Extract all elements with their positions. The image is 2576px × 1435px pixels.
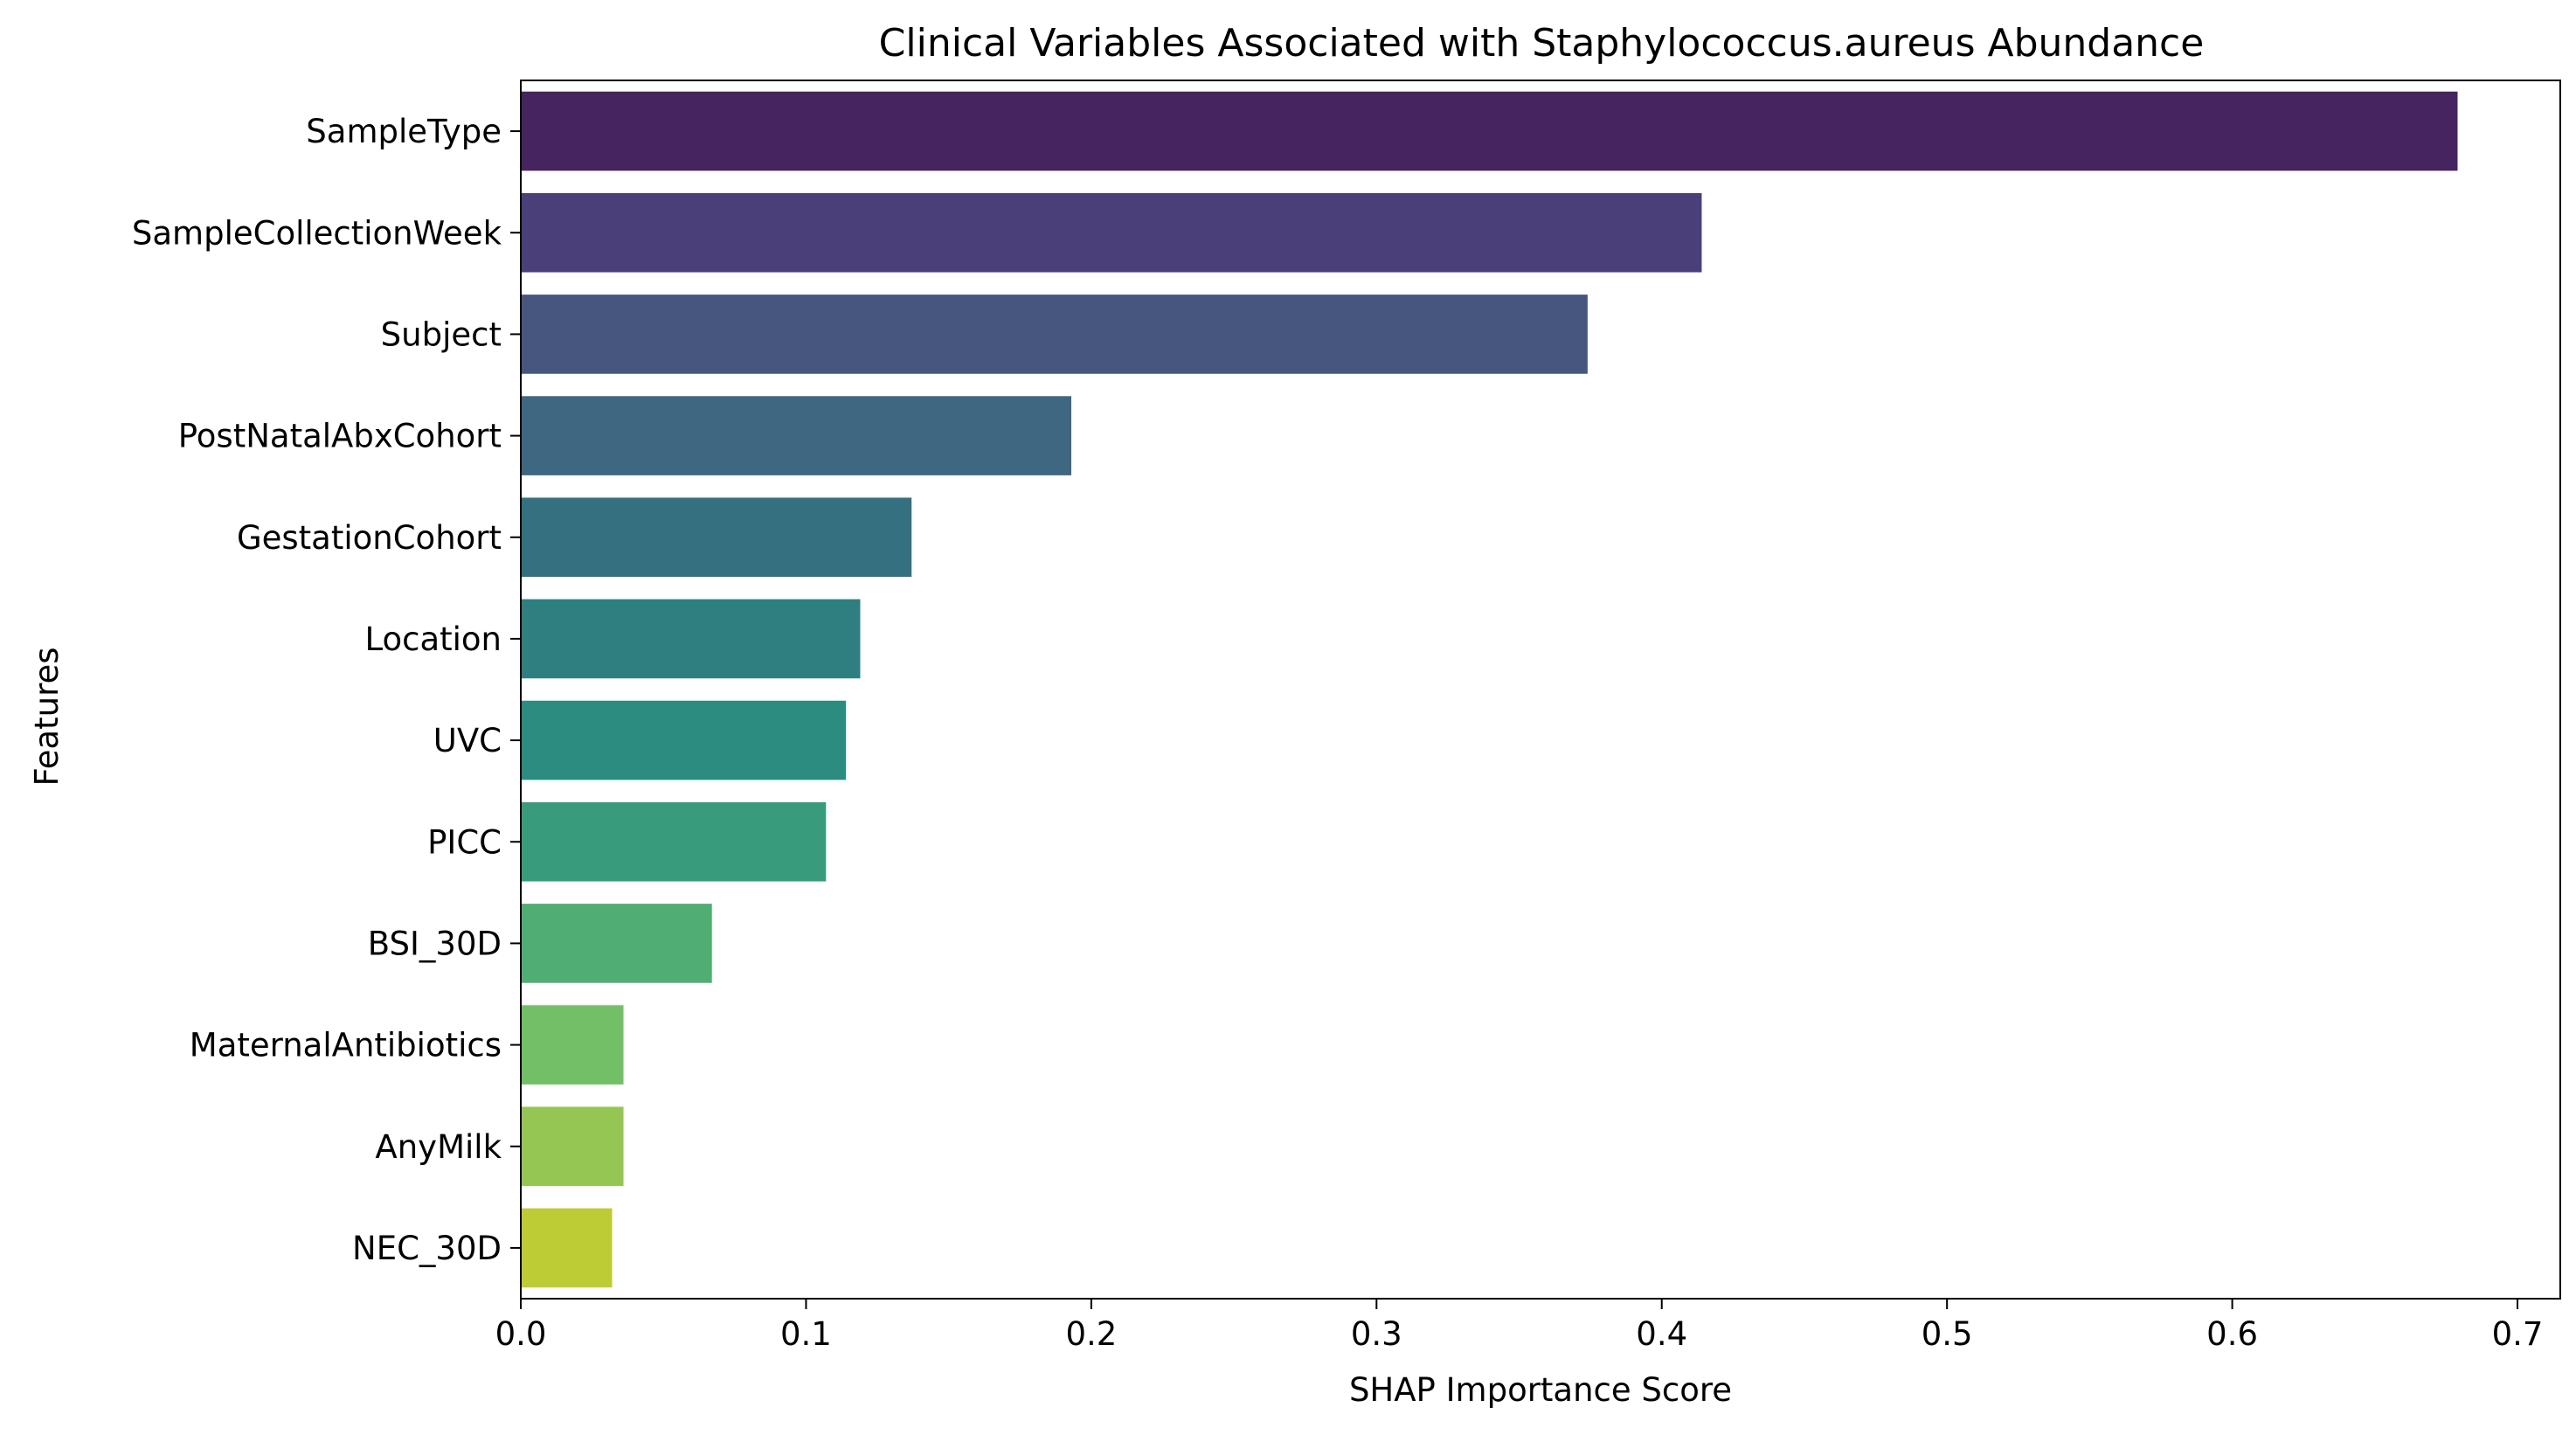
y-tick-label: NEC_30D xyxy=(352,1230,502,1267)
x-tick-label: 0.2 xyxy=(1065,1315,1117,1353)
y-tick-label: PostNatalAbxCohort xyxy=(178,418,502,455)
bar-GestationCohort xyxy=(521,497,912,578)
x-tick-label: 0.5 xyxy=(1922,1315,1973,1353)
bars-group xyxy=(521,91,2458,1288)
plot-frame xyxy=(520,80,2561,1300)
y-tick-label: SampleCollectionWeek xyxy=(132,214,502,252)
y-tick-label: PICC xyxy=(427,823,502,861)
x-tick-label: 0.0 xyxy=(495,1315,547,1353)
x-tick-label: 0.4 xyxy=(1636,1315,1687,1353)
bar-SampleCollectionWeek xyxy=(521,192,1702,273)
bar-PostNatalAbxCohort xyxy=(521,396,1072,475)
bar-PICC xyxy=(521,801,827,882)
y-tick-label: Subject xyxy=(381,315,502,353)
y-axis-label: Features xyxy=(28,647,66,786)
x-tick-label: 0.7 xyxy=(2492,1315,2544,1353)
y-tick-label: UVC xyxy=(433,722,502,759)
bar-BSI_30D xyxy=(521,904,712,983)
x-axis-label: SHAP Importance Score xyxy=(1349,1371,1732,1409)
bar-UVC xyxy=(521,700,847,780)
bar-SampleType xyxy=(521,91,2458,171)
bar-Subject xyxy=(521,295,1588,374)
y-tick-label: AnyMilk xyxy=(375,1128,502,1166)
y-tick-label: GestationCohort xyxy=(237,519,502,557)
y-tick-label: Location xyxy=(365,620,502,658)
y-ticks: SampleType SampleCollectionWeek Subject Pos… xyxy=(132,113,521,1267)
x-tick-label: 0.6 xyxy=(2206,1315,2258,1353)
bar-MaternalAntibiotics xyxy=(521,1005,624,1085)
bar-NEC_30D xyxy=(521,1208,613,1288)
chart-title: Clinical Variables Associated with Staph… xyxy=(879,21,2205,66)
y-tick-label: SampleType xyxy=(306,113,502,150)
bar-Location xyxy=(521,599,861,679)
y-tick-label: BSI_30D xyxy=(368,925,502,962)
x-ticks: 0.0 0.1 0.2 0.3 0.4 0.5 0.6 0.7 xyxy=(495,1299,2544,1353)
y-tick-label: MaternalAntibiotics xyxy=(190,1027,502,1064)
bar-AnyMilk xyxy=(521,1106,624,1187)
x-tick-label: 0.1 xyxy=(780,1315,832,1353)
x-tick-label: 0.3 xyxy=(1351,1315,1402,1353)
